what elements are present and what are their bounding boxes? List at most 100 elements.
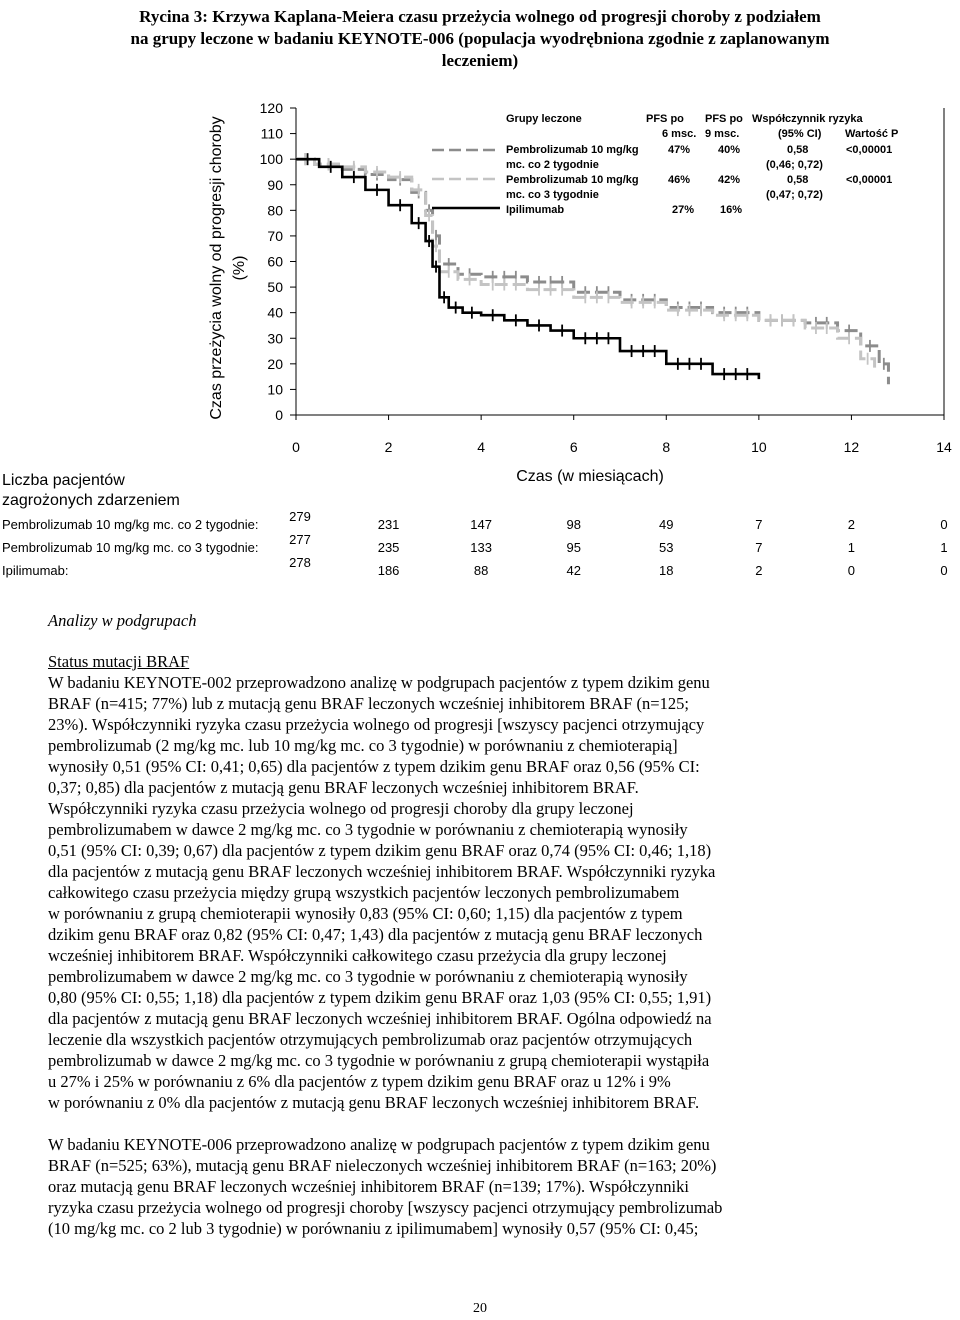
risk-value: 279: [289, 509, 311, 524]
paragraph-keynote-002: W badaniu KEYNOTE-002 przeprowadzono ana…: [48, 672, 878, 1113]
y-tick-label: 110: [261, 126, 284, 142]
legend-name: Ipilimumab: [506, 204, 564, 216]
legend-pfs6: 27%: [672, 204, 694, 216]
section-heading: Analizy w podgrupach: [48, 611, 197, 630]
text-line: wynosiły 0,51 (95% CI: 0,41; 0,65) dla p…: [48, 757, 700, 776]
risk-value: 7: [755, 517, 762, 532]
y-tick-label: 120: [260, 100, 284, 116]
legend-header-group: Grupy leczone: [506, 113, 582, 125]
legend-header-hr: Współczynnik ryzyka: [752, 113, 864, 125]
risk-value: 0: [940, 517, 947, 532]
risk-value: 186: [378, 563, 400, 578]
legend-pfs9: 16%: [720, 204, 742, 216]
legend-pfs9: 42%: [718, 174, 740, 186]
risk-value: 18: [659, 563, 673, 578]
text-line: dzikim genu BRAF oraz 0,82 (95% CI: 0,47…: [48, 925, 703, 944]
text-line: dla pacjentów z mutacją genu BRAF leczon…: [48, 1009, 712, 1028]
text-line: w porównaniu z 0% dla pacjentów z mutacj…: [48, 1093, 700, 1112]
risk-table: Liczba pacjentów zagrożonych zdarzeniem …: [2, 472, 948, 578]
legend-header-6msc: 6 msc.: [662, 128, 696, 140]
text-line: pembrolizumab w dawce 2 mg/kg mc. co 3 t…: [48, 1051, 710, 1070]
text-line: wcześniej inhibitorem BRAF. Współczynnik…: [48, 946, 667, 965]
text-line: oraz mutacją genu BRAF leczonych wcześni…: [48, 1177, 689, 1196]
legend-hr: 0,58: [787, 144, 808, 156]
y-tick-label: 0: [275, 407, 283, 423]
legend-pfs6: 47%: [668, 144, 690, 156]
legend-header-ci: (95% CI): [778, 128, 822, 140]
y-tick-label: 50: [267, 279, 283, 295]
legend-pfs9: 40%: [718, 144, 740, 156]
text-line: 0,51 (95% CI: 0,39; 0,67) dla pacjentów …: [48, 841, 712, 860]
body-text: Analizy w podgrupach Status mutacji BRAF…: [48, 610, 878, 1239]
subsection-heading: Status mutacji BRAF: [48, 652, 190, 671]
risk-value: 98: [566, 517, 580, 532]
text-line: ryzyka czasu przeżycia wolnego od progre…: [48, 1198, 723, 1217]
text-line: W badaniu KEYNOTE-002 przeprowadzono ana…: [48, 673, 710, 692]
x-axis-label: Czas (w miesiącach): [516, 468, 664, 485]
text-line: BRAF (n=415; 77%) lub z mutacją genu BRA…: [48, 694, 689, 713]
y-tick-label: 40: [267, 305, 283, 321]
risk-value: 1: [940, 540, 947, 555]
legend-ci: (0,47; 0,72): [766, 189, 823, 201]
text-line: (10 mg/kg mc. co 2 lub 3 tygodnie) w por…: [48, 1219, 699, 1238]
text-line: 0,80 (95% CI: 0,55; 1,18) dla pacjentów …: [48, 988, 712, 1007]
legend-name: Pembrolizumab 10 mg/kg: [506, 144, 639, 156]
text-line: leczenie dla wszystkich pacjentów otrzym…: [48, 1030, 693, 1049]
risk-row-label: Pembrolizumab 10 mg/kg mc. co 3 tygodnie…: [2, 540, 259, 555]
text-line: BRAF (n=525; 63%), mutacją genu BRAF nie…: [48, 1156, 717, 1175]
risk-value: 53: [659, 540, 673, 555]
y-tick-label: 60: [267, 254, 283, 270]
legend-hr: 0,58: [787, 174, 808, 186]
y-axis-unit: (%): [231, 256, 248, 281]
risk-value: 2: [848, 517, 855, 532]
y-tick-label: 10: [267, 381, 283, 397]
text-line: Współczynniki ryzyka czasu przeżycia wol…: [48, 799, 634, 818]
risk-value: 277: [289, 532, 311, 547]
risk-table-heading: zagrożonych zdarzeniem: [2, 492, 180, 509]
legend-ci: (0,46; 0,72): [766, 159, 823, 171]
x-tick-label: 2: [385, 439, 393, 455]
risk-row-label: Ipilimumab:: [2, 563, 68, 578]
legend-p: <0,00001: [846, 174, 892, 186]
page-number: 20: [473, 1301, 487, 1316]
figure-title-line: na grupy leczone w badaniu KEYNOTE-006 (…: [130, 29, 830, 48]
text-line: w porównaniu z grupą chemioterapii wynos…: [48, 904, 683, 923]
legend-name: mc. co 2 tygodnie: [506, 159, 599, 171]
text-line: u 27% i 25% w porównaniu z 6% dla pacjen…: [48, 1072, 671, 1091]
y-tick-label: 90: [267, 177, 283, 193]
text-line: pembrolizumab (2 mg/kg mc. lub 10 mg/kg …: [48, 736, 678, 755]
x-tick-label: 12: [844, 439, 860, 455]
risk-value: 42: [566, 563, 580, 578]
legend: Grupy leczone PFS po PFS po Współczynnik…: [432, 113, 898, 216]
survival-curve-3: [296, 157, 761, 380]
figure-title: Rycina 3: Krzywa Kaplana-Meiera czasu pr…: [40, 6, 920, 72]
y-tick-label: 70: [267, 228, 283, 244]
y-tick-label: 100: [260, 151, 284, 167]
figure-title-line: Rycina 3: Krzywa Kaplana-Meiera czasu pr…: [139, 7, 821, 26]
y-tick-label: 80: [267, 202, 283, 218]
legend-header-pfs6: PFS po: [646, 113, 684, 125]
x-tick-label: 10: [751, 439, 767, 455]
risk-value: 147: [470, 517, 492, 532]
paragraph-keynote-006: W badaniu KEYNOTE-006 przeprowadzono ana…: [48, 1134, 878, 1239]
risk-value: 231: [378, 517, 400, 532]
legend-name: mc. co 3 tygodnie: [506, 189, 599, 201]
survival-curve-1: [296, 157, 890, 385]
y-axis-label: Czas przeżycia wolny od progresji chorob…: [208, 116, 225, 419]
text-line: całkowitego czasu przeżycia między grupą…: [48, 883, 680, 902]
x-tick-label: 8: [662, 439, 670, 455]
x-tick-label: 0: [292, 439, 300, 455]
figure-title-line: leczeniem): [441, 51, 519, 70]
risk-value: 0: [848, 563, 855, 578]
legend-name: Pembrolizumab 10 mg/kg: [506, 174, 639, 186]
risk-value: 7: [755, 540, 762, 555]
x-tick-label: 14: [936, 439, 952, 455]
kaplan-meier-chart: Czas przeżycia wolny od progresji chorob…: [2, 100, 952, 578]
text-line: 23%). Współczynniki ryzyka czasu przeżyc…: [48, 715, 705, 734]
legend-header-p: Wartość P: [845, 128, 898, 140]
text-line: pembrolizumabem w dawce 2 mg/kg mc. co 3…: [48, 820, 688, 839]
risk-value: 133: [470, 540, 492, 555]
risk-value: 278: [289, 555, 311, 570]
risk-value: 1: [848, 540, 855, 555]
y-tick-label: 30: [267, 330, 283, 346]
